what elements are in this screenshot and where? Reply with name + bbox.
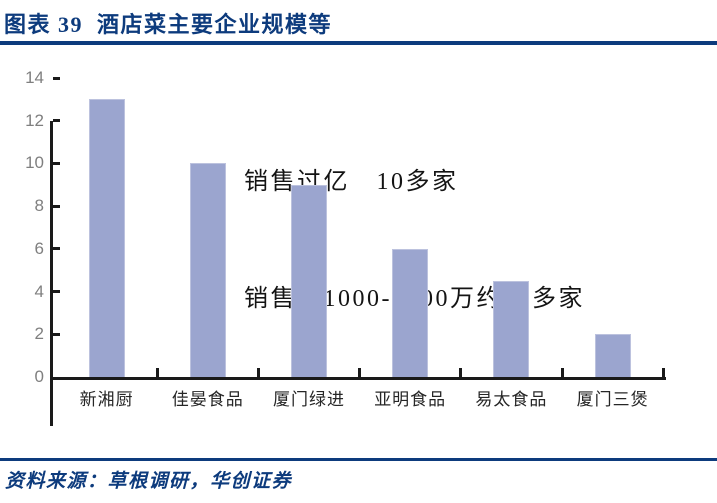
x-axis-tick — [560, 368, 564, 377]
title-underline — [0, 41, 717, 45]
x-axis-label: 亚明食品 — [374, 390, 447, 409]
figure-title: 图表 39 酒店菜主要企业规模等 — [4, 12, 333, 37]
x-axis-label: 易太食品 — [475, 390, 548, 409]
y-axis-tick-label: 0 — [34, 367, 44, 386]
y-axis-line — [50, 121, 53, 426]
x-axis-line — [50, 377, 666, 380]
x-axis-label: 厦门绿进 — [272, 390, 345, 409]
y-axis-tick-label: 10 — [25, 153, 44, 173]
bar — [594, 334, 631, 377]
x-axis-label: 佳晏食品 — [171, 390, 244, 409]
y-axis-tick-label: 8 — [34, 196, 44, 216]
x-axis-tick — [155, 368, 159, 377]
y-axis-tick — [53, 161, 60, 165]
x-axis-tick — [256, 368, 260, 377]
bar — [392, 248, 429, 377]
y-axis-tick-label: 12 — [25, 110, 44, 130]
y-axis-tick — [53, 204, 60, 208]
y-axis-tick — [53, 332, 60, 336]
y-axis-tick-label: 6 — [34, 238, 44, 258]
y-axis-tick — [53, 119, 60, 123]
y-axis-tick-label: 14 — [25, 68, 44, 87]
y-axis-tick — [53, 76, 60, 80]
y-axis-tick — [53, 290, 60, 294]
bar — [88, 99, 125, 377]
bar — [493, 280, 530, 377]
source-note: 资料来源：草根调研，华创证券 — [5, 471, 293, 492]
footer-divider — [0, 458, 717, 461]
bar-chart: 销售过亿 10多家 销售额1000-5000万约30多家 02468101214… — [0, 46, 717, 446]
bar — [291, 184, 327, 377]
y-axis-tick — [53, 247, 60, 251]
y-axis-tick-label: 4 — [34, 281, 44, 301]
bar — [189, 163, 226, 377]
x-axis-label: 新湘厨 — [79, 390, 134, 409]
x-axis-tick — [661, 368, 665, 377]
x-axis-tick — [459, 368, 463, 377]
y-axis-tick-label: 2 — [34, 324, 44, 344]
x-axis-tick — [358, 368, 362, 377]
x-axis-label: 厦门三煲 — [576, 390, 649, 409]
